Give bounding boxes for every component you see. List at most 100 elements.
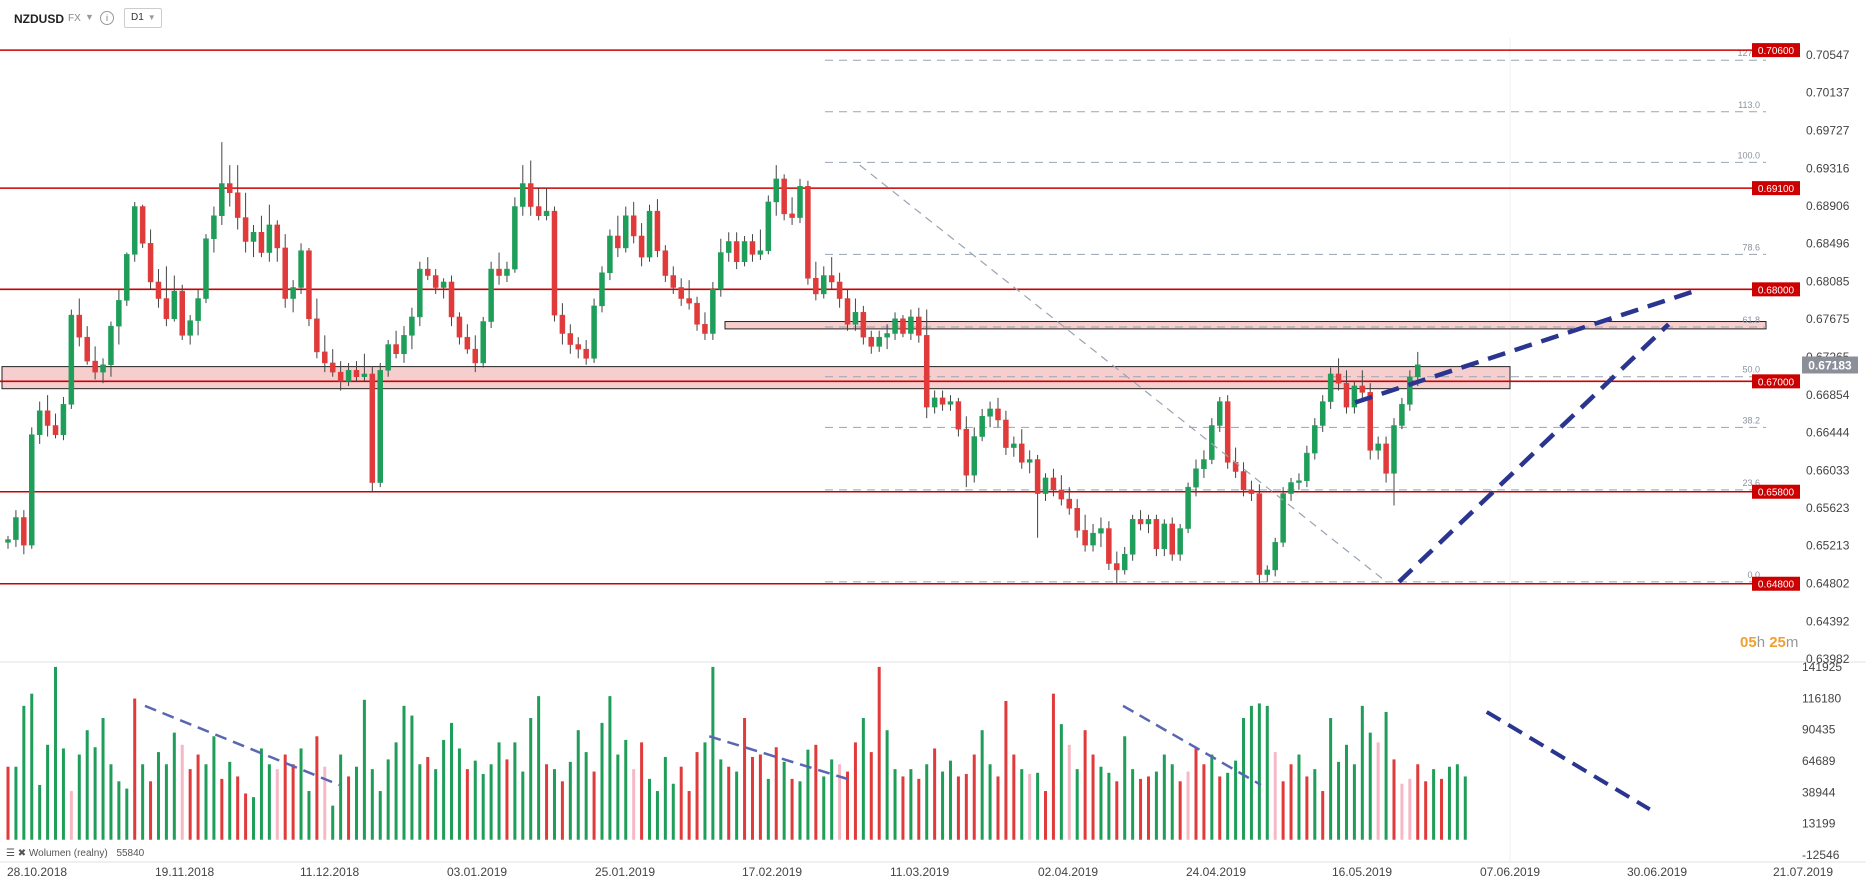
volume-bar	[38, 784, 42, 840]
timeframe-select[interactable]: D1 ▼	[124, 8, 162, 28]
candle-body	[765, 201, 772, 251]
candle-body	[575, 344, 581, 350]
volume-bar	[901, 776, 905, 840]
candle	[1066, 487, 1073, 515]
volume-bar	[545, 764, 549, 840]
volume-bar	[244, 793, 248, 840]
candle	[1058, 475, 1065, 506]
candle-body	[337, 371, 344, 382]
candle-body	[987, 408, 993, 417]
chevron-down-icon[interactable]: ▼	[85, 12, 94, 22]
candle-body	[1399, 404, 1405, 426]
candle	[1343, 370, 1350, 414]
symbol-label[interactable]: NZDUSD	[14, 12, 64, 26]
volume-bar	[568, 761, 572, 840]
volume-bar	[869, 752, 873, 840]
fib-level-label: 78.6	[1742, 242, 1760, 252]
volume-bar	[513, 742, 517, 840]
candle-body	[583, 348, 589, 359]
candle	[559, 303, 566, 345]
candle	[931, 390, 938, 414]
volume-bar	[1178, 781, 1182, 840]
candle	[733, 232, 740, 270]
volume-bar	[291, 764, 295, 840]
candle-body	[718, 252, 724, 290]
candle	[1359, 370, 1366, 400]
candle-body	[1169, 523, 1175, 555]
volume-bar	[521, 771, 525, 840]
candle	[1193, 459, 1199, 497]
date-axis-tick: 11.03.2019	[890, 865, 949, 879]
volume-bar	[275, 769, 279, 840]
date-axis-tick: 21.07.2019	[1773, 865, 1833, 879]
candle-body	[900, 318, 906, 334]
candle-body	[250, 232, 257, 242]
volume-legend-icons[interactable]: ☰ ✖	[6, 848, 27, 859]
candle-body	[203, 238, 209, 299]
volume-bar	[497, 742, 501, 840]
candle-body	[314, 318, 320, 353]
volume-bar	[457, 748, 461, 840]
volume-bar	[172, 732, 176, 840]
candle-body	[1003, 419, 1009, 448]
info-icon[interactable]: i	[100, 11, 114, 25]
candle	[916, 307, 922, 343]
level-price-tag	[1752, 484, 1800, 499]
candle	[1169, 517, 1175, 561]
fib-level-label: 23.6	[1742, 478, 1760, 488]
volume-trendline	[708, 735, 848, 781]
candle-body	[844, 298, 851, 325]
volume-bar	[69, 791, 73, 840]
candle	[575, 337, 581, 359]
candle-body	[939, 397, 946, 405]
volume-bar	[988, 764, 992, 840]
candle	[1407, 370, 1413, 411]
candle-body	[836, 281, 843, 299]
candle-body	[306, 250, 312, 320]
candle-body	[1343, 382, 1350, 408]
candle	[84, 326, 90, 365]
candle-body	[1407, 376, 1413, 405]
volume-bar	[220, 778, 224, 840]
volume-bar	[766, 778, 770, 840]
volume-bar	[727, 766, 731, 840]
candle	[955, 397, 962, 437]
candle-body	[84, 336, 90, 362]
candle	[1319, 395, 1326, 432]
last-price-tag	[1802, 356, 1858, 374]
candle-body	[543, 210, 550, 216]
candle-body	[813, 278, 819, 295]
volume-legend: ☰ ✖ Wolumen (realny) 55840	[6, 848, 144, 859]
date-axis-tick: 28.10.2018	[7, 865, 67, 879]
volume-bar	[711, 666, 715, 840]
price-axis-tick: 0.65623	[1806, 501, 1850, 515]
candle-body	[385, 344, 391, 371]
volume-bar	[1028, 774, 1032, 840]
volume-bar	[1384, 711, 1388, 840]
candle-body	[1272, 542, 1278, 571]
volume-bar	[252, 797, 256, 840]
volume-bar	[323, 766, 327, 840]
volume-bar	[307, 791, 311, 840]
candle-body	[757, 250, 764, 255]
candle-body	[694, 302, 700, 325]
volume-bar	[410, 715, 414, 840]
candle	[108, 321, 114, 377]
candle	[155, 269, 162, 308]
candle	[670, 266, 677, 294]
candle-body	[29, 434, 35, 546]
volume-bar	[1313, 769, 1317, 840]
volume-bar	[933, 748, 937, 840]
candle	[13, 510, 19, 547]
volume-bar	[861, 718, 865, 840]
candle-body	[1288, 482, 1294, 494]
volume-bar	[972, 754, 976, 840]
candle	[876, 330, 882, 352]
candle-body	[369, 373, 376, 483]
volume-bar	[196, 754, 200, 840]
volume-bar	[663, 756, 667, 840]
candle	[1209, 418, 1215, 465]
volume-bar	[347, 776, 351, 840]
level-price-label: 0.69100	[1758, 184, 1795, 195]
